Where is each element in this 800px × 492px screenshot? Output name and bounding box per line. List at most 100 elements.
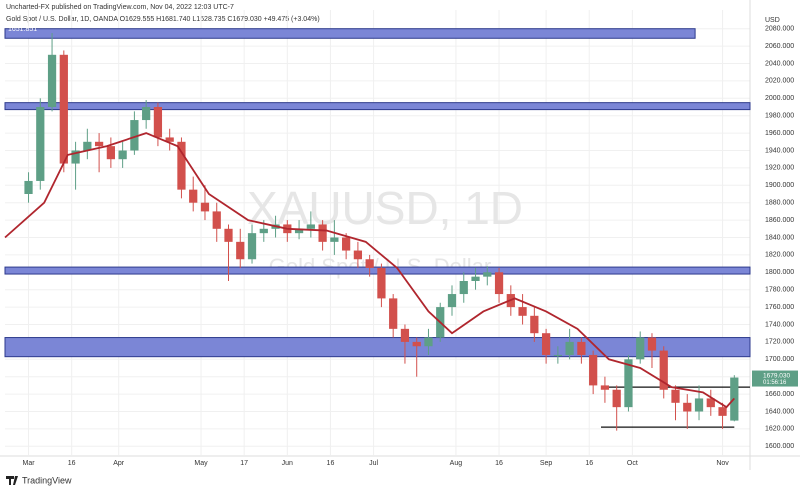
candle-body [447, 294, 457, 308]
candle-body [459, 281, 468, 295]
price-tag [752, 370, 798, 387]
x-tick-label: 16 [68, 460, 76, 467]
candle-body [142, 107, 151, 121]
x-tick-label: Jul [369, 460, 378, 467]
candle-body [330, 237, 339, 242]
candle-body [212, 211, 221, 229]
y-tick-label: 1880.000 [765, 200, 794, 207]
candle-body [589, 354, 598, 386]
candle-body [177, 141, 186, 190]
x-tick-label: Nov [716, 460, 729, 467]
candle-body [683, 402, 692, 412]
candle-body [400, 328, 410, 342]
candle-body [318, 224, 327, 242]
y-tick-label: 1820.000 [765, 252, 794, 259]
y-tick-label: 1800.000 [765, 269, 794, 276]
zone [4, 337, 751, 358]
price-tag-label: 1679.030 [763, 372, 790, 379]
x-tick-label: Oct [627, 460, 638, 467]
y-tick-label: 2060.000 [765, 43, 794, 50]
y-tick-label: 1960.000 [765, 130, 794, 137]
candle-body [36, 107, 45, 181]
y-tick-label: 1740.000 [765, 321, 794, 328]
x-tick-label: Sep [540, 460, 553, 467]
x-tick-label: 17 [240, 460, 248, 467]
candle-body [153, 107, 163, 138]
y-tick-label: 2040.000 [765, 60, 794, 67]
candle-body [189, 189, 198, 203]
x-tick-label: May [194, 460, 208, 467]
y-tick-label: 1700.000 [765, 356, 794, 363]
y-tick-label: 1620.000 [765, 426, 794, 433]
candle-body [306, 224, 315, 229]
watermark: XAUUSD, 1D [247, 182, 523, 234]
legend: Gold Spot / U.S. Dollar, 1D, OANDA O1629… [6, 16, 320, 23]
candle-body [471, 276, 480, 281]
y-tick-label: 1840.000 [765, 234, 794, 241]
candle-body [494, 272, 504, 295]
y-tick-label: 1600.000 [765, 443, 794, 450]
candle-body [247, 233, 257, 260]
candle-body [94, 141, 104, 147]
candle-body [165, 137, 174, 142]
y-tick-label: 1760.000 [765, 304, 794, 311]
price-tag-countdown: 01:56:16 [763, 380, 787, 386]
x-tick-label: Apr [113, 460, 125, 467]
y-tick-label: 1900.000 [765, 182, 794, 189]
candle-body [118, 150, 127, 160]
y-tick-label: 1640.000 [765, 408, 794, 415]
y-tick-label: 1920.000 [765, 165, 794, 172]
candle-body [624, 359, 633, 408]
candle-body [553, 354, 562, 356]
candle-body [541, 333, 551, 355]
y-tick-label: 2000.000 [765, 95, 794, 102]
logo [6, 476, 18, 485]
candle-body [294, 228, 304, 234]
candle-body [365, 259, 374, 268]
candle-body [24, 180, 33, 194]
y-tick-label: 1980.000 [765, 113, 794, 120]
candle-body [565, 341, 574, 355]
candle-body [600, 385, 610, 390]
x-tick-label: 16 [327, 460, 335, 467]
y-tick-label: 1780.000 [765, 287, 794, 294]
footer: TradingView [22, 475, 72, 485]
candle-body [71, 150, 80, 164]
y-tick-label: 1940.000 [765, 147, 794, 154]
candle-body [694, 398, 704, 412]
candle-body [59, 54, 68, 164]
candle-body [353, 250, 363, 260]
candle-body [236, 241, 245, 260]
candle-body [636, 337, 645, 360]
x-tick-label: 16 [585, 460, 593, 467]
candle-body [47, 54, 57, 107]
candle-body [200, 202, 210, 212]
zone [4, 102, 751, 111]
x-tick-label: Mar [22, 460, 35, 467]
candle-body [671, 389, 680, 403]
candle-body [483, 272, 492, 277]
currency: USD [765, 17, 780, 24]
x-tick-label: Aug [450, 460, 463, 467]
zone-label: 1651.851 [8, 26, 37, 33]
candle-body [647, 337, 657, 351]
x-tick-label: Jun [282, 460, 293, 467]
y-tick-label: 1720.000 [765, 339, 794, 346]
candle-body [530, 315, 539, 334]
candle-body [659, 350, 668, 390]
y-tick-label: 1860.000 [765, 217, 794, 224]
candle-body [718, 407, 727, 416]
candle-body [706, 398, 715, 408]
candle-body [377, 267, 386, 299]
candle-body [83, 141, 92, 151]
candle-body [342, 237, 351, 251]
candle-body [424, 337, 433, 347]
y-tick-label: 2020.000 [765, 78, 794, 85]
candle-body [259, 228, 268, 234]
y-tick-label: 1660.000 [765, 391, 794, 398]
candle-body [389, 298, 398, 329]
header: Uncharted-FX published on TradingView.co… [6, 4, 234, 11]
candle-body [412, 341, 421, 347]
